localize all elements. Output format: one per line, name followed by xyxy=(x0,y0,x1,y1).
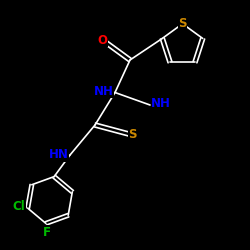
Text: S: S xyxy=(128,128,137,141)
Text: NH: NH xyxy=(151,97,171,110)
Text: HN: HN xyxy=(49,148,69,162)
Text: Cl: Cl xyxy=(12,200,25,213)
Text: NH: NH xyxy=(94,85,114,98)
Text: S: S xyxy=(178,17,187,30)
Text: F: F xyxy=(43,226,51,239)
Text: O: O xyxy=(98,34,108,46)
